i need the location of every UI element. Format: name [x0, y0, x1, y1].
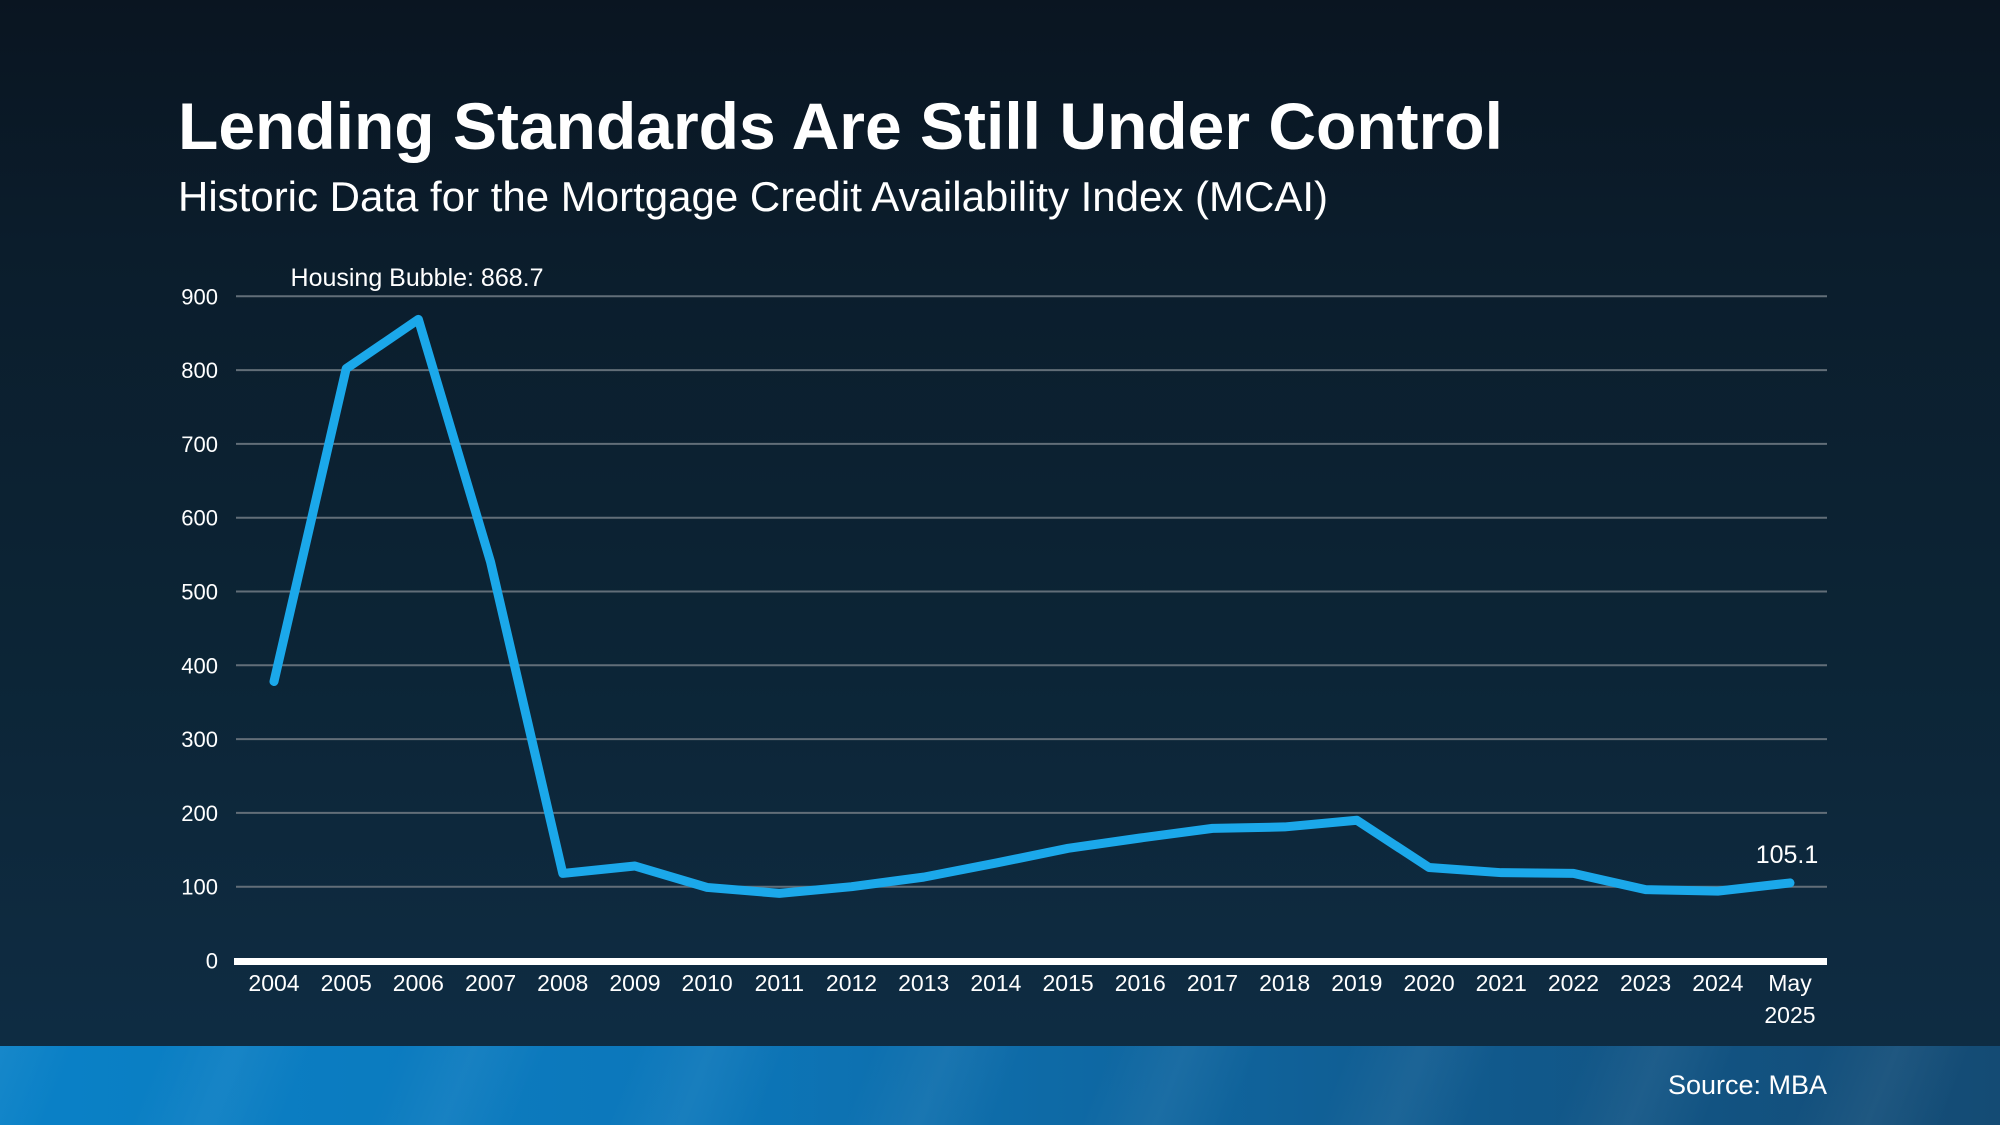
source-label: Source: MBA	[1667, 1070, 1827, 1100]
x-tick-label: 2005	[321, 970, 372, 996]
x-tick-label: 2012	[826, 970, 877, 996]
x-tick-label: 2008	[537, 970, 588, 996]
x-tick-label: 2007	[465, 970, 516, 996]
y-tick-label: 700	[181, 432, 218, 457]
peak-annotation: Housing Bubble: 868.7	[290, 264, 544, 292]
footer-bar: Source: MBA	[0, 1046, 2000, 1125]
latest-value-annotation: 105.1	[1755, 841, 1819, 869]
page-title: Lending Standards Are Still Under Contro…	[178, 89, 1503, 163]
x-tick-label: 2013	[898, 970, 949, 996]
y-tick-label: 600	[181, 506, 218, 531]
x-tick-label: 2004	[248, 970, 299, 996]
x-tick-label: May 2025	[1764, 970, 1815, 1028]
y-tick-label: 500	[181, 580, 218, 605]
x-tick-label: 2009	[609, 970, 660, 996]
y-tick-label: 900	[181, 284, 218, 309]
x-tick-label: 2015	[1043, 970, 1094, 996]
page-subtitle: Historic Data for the Mortgage Credit Av…	[178, 173, 1328, 220]
x-tick-label: 2011	[755, 970, 804, 996]
y-tick-label: 400	[181, 653, 218, 678]
x-tick-label: 2021	[1476, 970, 1527, 996]
x-tick-label: 2018	[1259, 970, 1310, 996]
x-tick-label: 2020	[1403, 970, 1454, 996]
y-tick-label: 200	[181, 801, 218, 826]
x-tick-label: 2023	[1620, 970, 1671, 996]
x-tick-label: 2019	[1331, 970, 1382, 996]
x-tick-label: 2024	[1692, 970, 1743, 996]
mcai-line	[269, 314, 1795, 898]
x-tick-label: 2010	[682, 970, 733, 996]
x-tick-label: 2006	[393, 970, 444, 996]
y-tick-label: 800	[181, 358, 218, 383]
x-tick-label: 2014	[970, 970, 1021, 996]
x-tick-label: 2022	[1548, 970, 1599, 996]
y-tick-label: 0	[206, 949, 218, 974]
y-tick-label: 100	[181, 875, 218, 900]
y-tick-label: 300	[181, 727, 218, 752]
x-tick-label: 2016	[1115, 970, 1166, 996]
x-tick-label: 2017	[1187, 970, 1238, 996]
